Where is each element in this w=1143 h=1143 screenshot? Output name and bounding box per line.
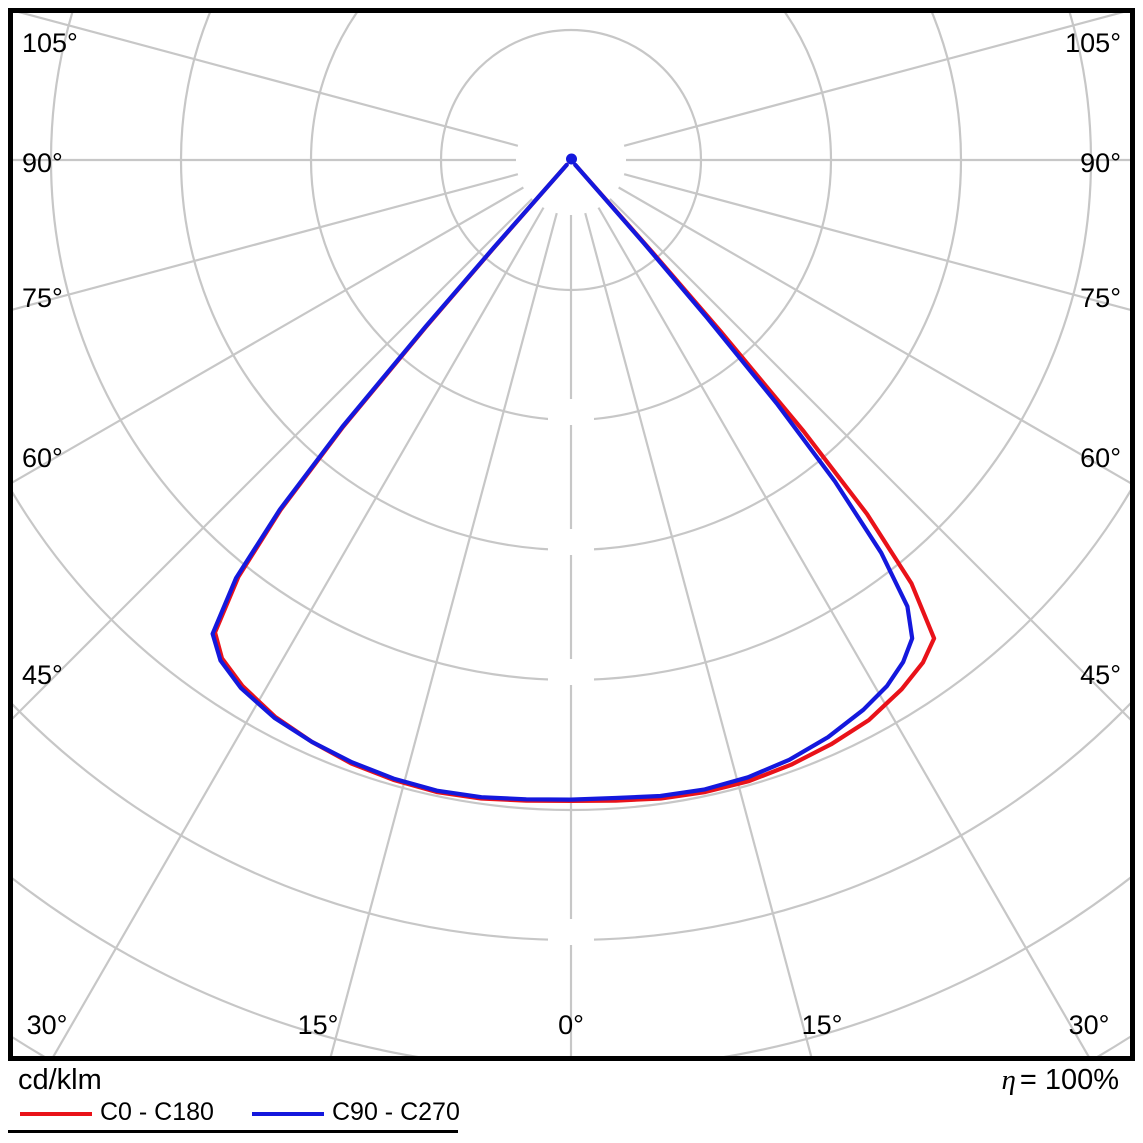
grid-ray xyxy=(584,212,813,1056)
grid-ray xyxy=(13,173,519,311)
legend-footer: cd/klm η = 100% C0 - C180 C90 - C270 xyxy=(0,1062,1143,1143)
angle-tick-label: 60° xyxy=(22,443,63,473)
curve-C0-C180 xyxy=(212,162,937,803)
plot-border xyxy=(8,8,1135,1061)
angle-tick-label: 60° xyxy=(1080,443,1121,473)
angle-tick-label: 75° xyxy=(22,283,63,313)
angle-tick-label: 15° xyxy=(298,1010,339,1040)
legend-swatch-c90-c270 xyxy=(252,1112,324,1116)
unit-label: cd/klm xyxy=(18,1064,102,1096)
legend-label-c90-c270: C90 - C270 xyxy=(332,1098,460,1126)
curve-C90-C270 xyxy=(210,162,915,802)
angle-tick-label: 30° xyxy=(1069,1010,1110,1040)
grid-ray xyxy=(609,198,1130,721)
angle-tick-label: 105° xyxy=(1065,28,1121,58)
angle-tick-label: 105° xyxy=(22,28,78,58)
legend-label-c0-c180: C0 - C180 xyxy=(100,1098,214,1126)
grid-ray xyxy=(52,207,545,1056)
axis-value-box xyxy=(548,529,594,555)
legend: C0 - C180 C90 - C270 xyxy=(0,1098,1143,1130)
center-dot xyxy=(566,153,577,165)
grid-ray xyxy=(597,207,1090,1056)
angle-tick-label: 90° xyxy=(22,148,63,178)
axis-value-box xyxy=(548,399,594,425)
axis-value-box xyxy=(548,919,594,945)
grid-ray xyxy=(18,13,519,147)
axis-value-box xyxy=(548,659,594,685)
legend-divider xyxy=(8,1130,458,1133)
angle-tick-label: 0° xyxy=(558,1010,584,1040)
grid-ray xyxy=(618,186,1130,485)
angle-tick-label: 45° xyxy=(22,660,63,690)
angle-tick-label: 45° xyxy=(1080,660,1121,690)
angle-tick-label: 30° xyxy=(27,1010,68,1040)
angle-tick-label: 75° xyxy=(1080,283,1121,313)
efficiency-value: η = 100% xyxy=(1001,1064,1119,1097)
eta-symbol: η xyxy=(1001,1064,1016,1096)
grid-ray xyxy=(623,173,1130,311)
grid-ray xyxy=(13,198,533,720)
legend-swatch-c0-c180 xyxy=(20,1112,92,1116)
angle-tick-label: 90° xyxy=(1080,148,1121,178)
grid-ray xyxy=(13,186,524,484)
angle-tick-label: 15° xyxy=(802,1010,843,1040)
grid-ray xyxy=(329,212,558,1056)
efficiency-rest: = 100% xyxy=(1019,1064,1119,1096)
grid-ray xyxy=(623,13,1124,147)
